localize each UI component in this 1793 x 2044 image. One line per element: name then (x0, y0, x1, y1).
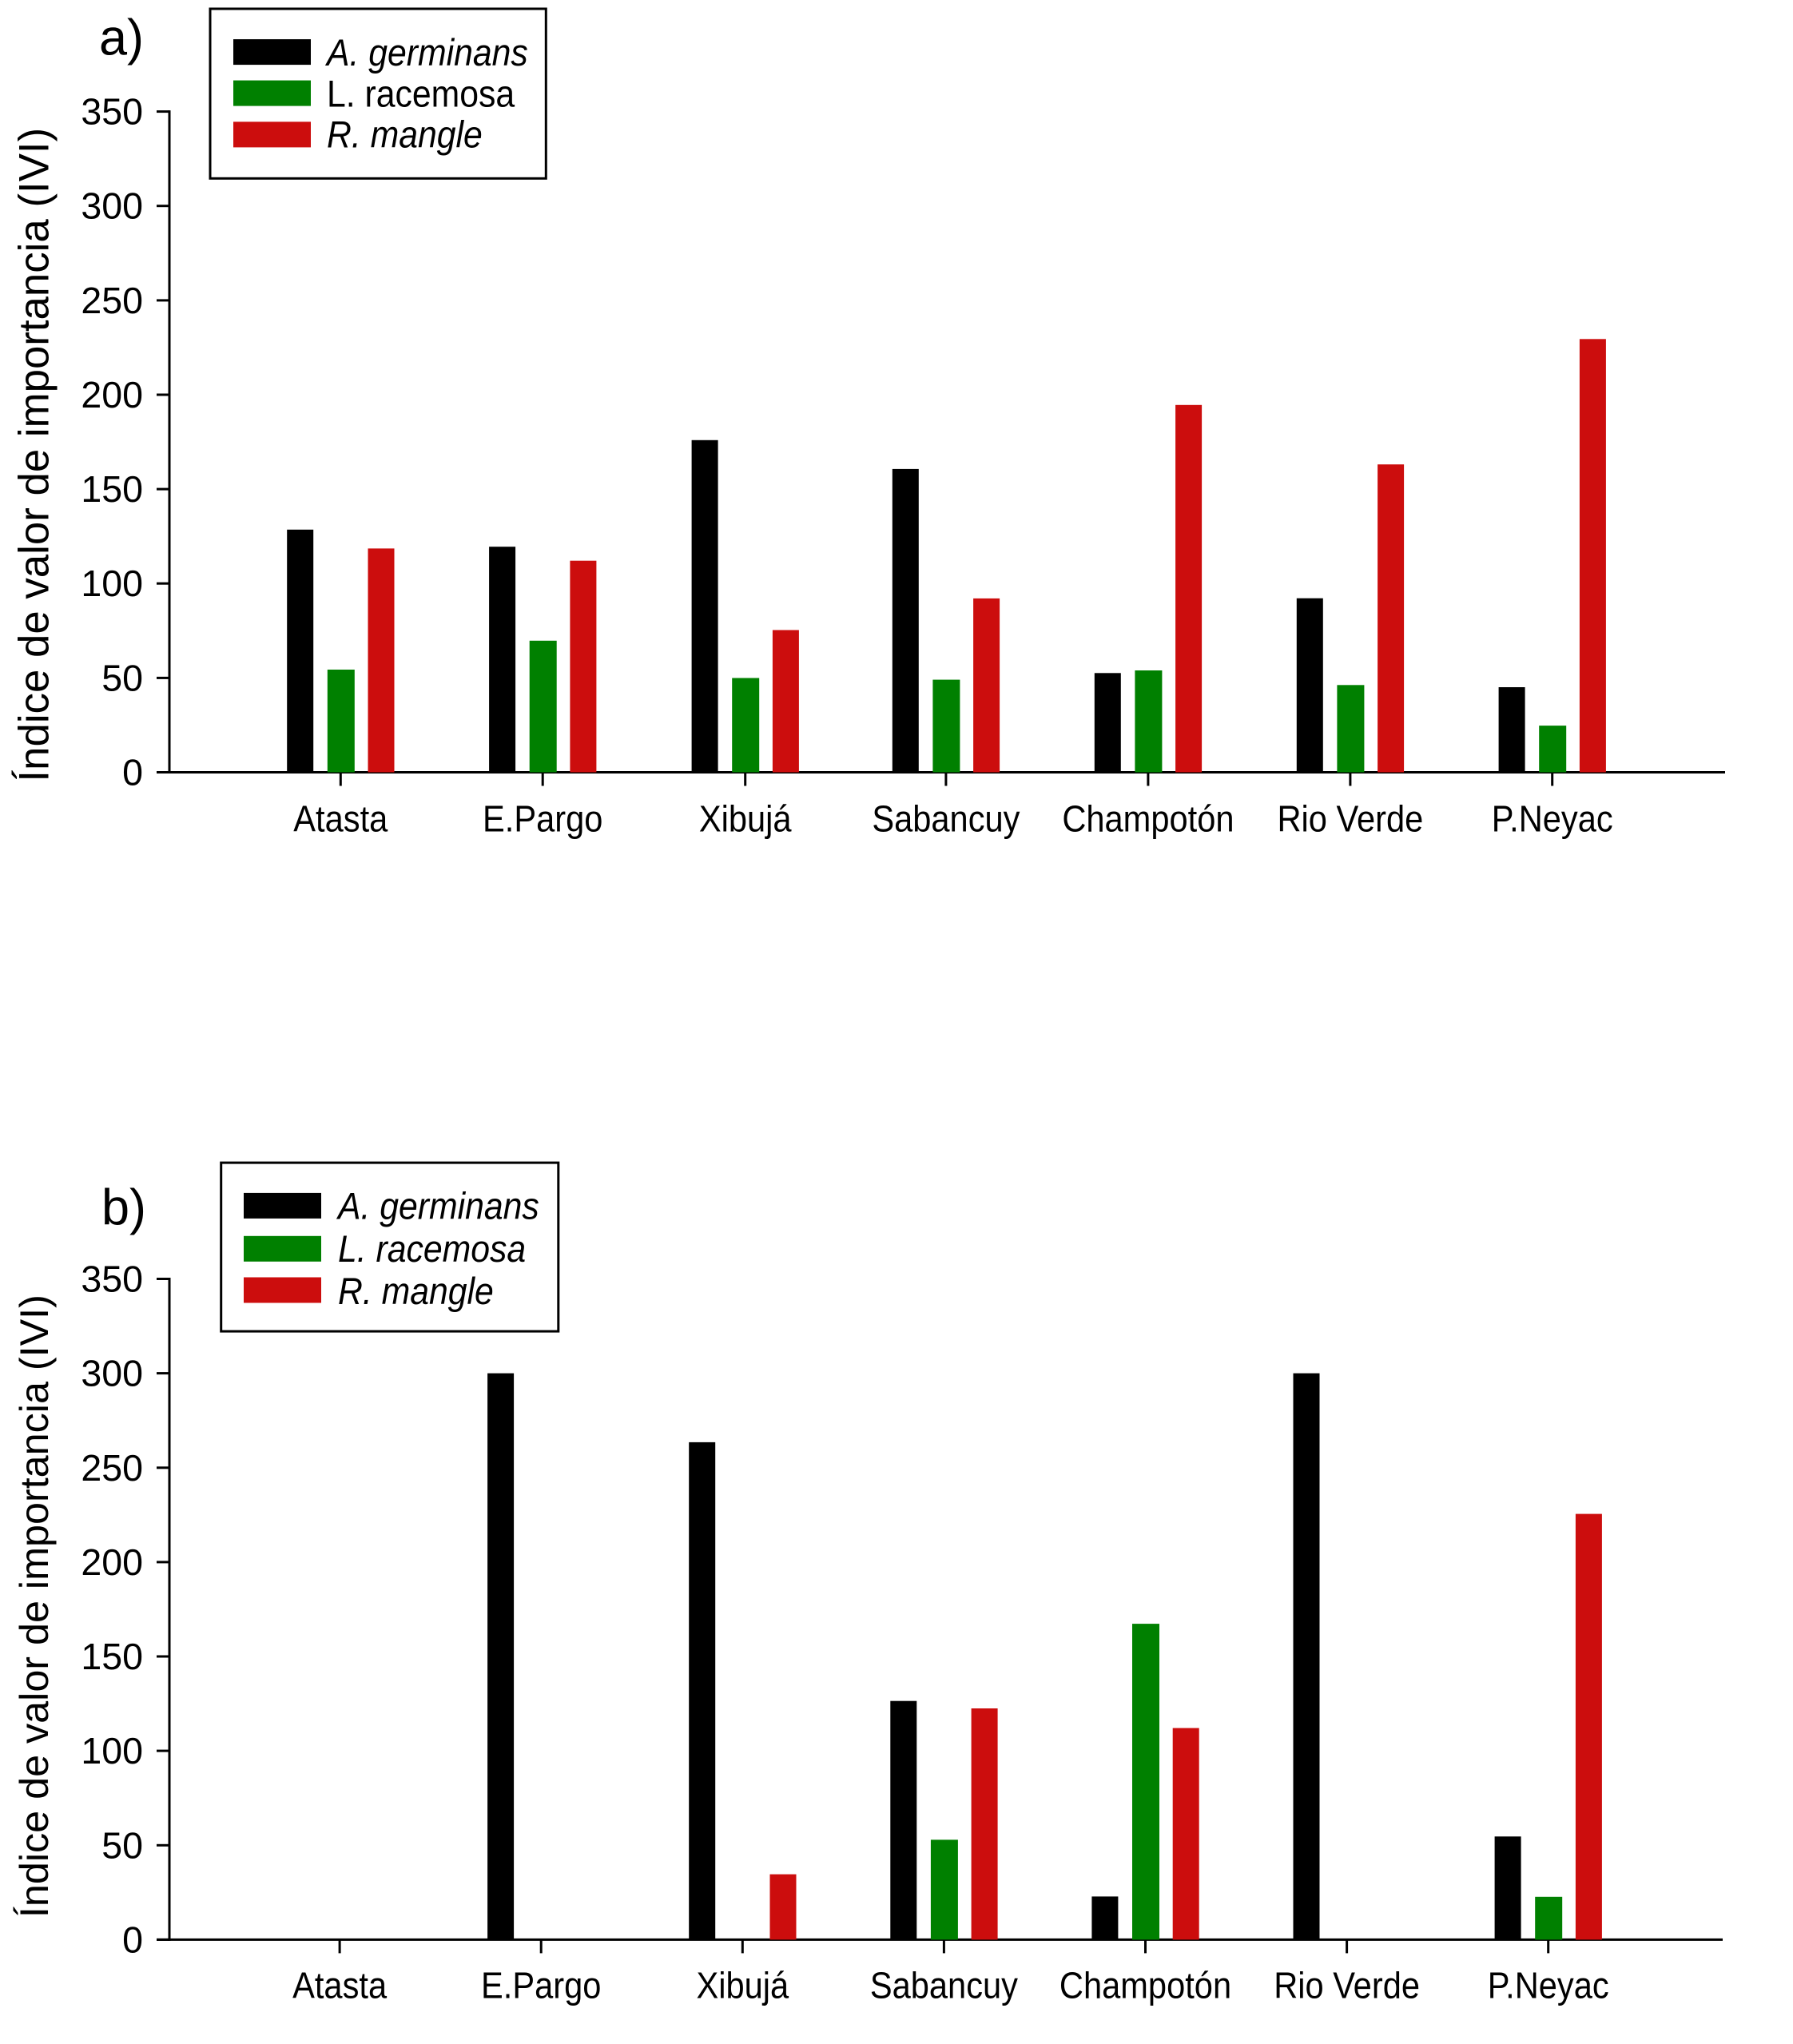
svg-text:300: 300 (81, 185, 143, 227)
svg-text:Rio Verde: Rio Verde (1274, 1966, 1420, 2006)
svg-text:L. racemosa: L. racemosa (338, 1227, 526, 1271)
svg-text:Xibujá: Xibujá (699, 799, 792, 840)
svg-text:350: 350 (81, 1259, 143, 1300)
svg-text:50: 50 (101, 657, 143, 698)
svg-text:Índice de valor de importancia: Índice de valor de importancia (IVI) (10, 128, 58, 782)
svg-text:100: 100 (81, 1730, 143, 1772)
svg-text:100: 100 (81, 563, 143, 604)
svg-text:Atasta: Atasta (292, 1966, 388, 2006)
svg-text:0: 0 (122, 752, 143, 793)
svg-text:Atasta: Atasta (293, 799, 388, 840)
svg-text:Xibujá: Xibujá (696, 1966, 789, 2006)
svg-text:300: 300 (81, 1353, 143, 1394)
svg-text:R. mangle: R. mangle (327, 113, 483, 156)
svg-text:b): b) (101, 1180, 146, 1236)
svg-text:E.Pargo: E.Pargo (483, 799, 602, 840)
svg-text:150: 150 (81, 1636, 143, 1677)
svg-text:E.Pargo: E.Pargo (481, 1966, 601, 2006)
svg-text:Sabancuy: Sabancuy (872, 799, 1020, 840)
svg-text:250: 250 (81, 280, 143, 321)
svg-text:250: 250 (81, 1447, 143, 1489)
svg-text:200: 200 (81, 1541, 143, 1583)
svg-text:200: 200 (81, 374, 143, 416)
svg-text:150: 150 (81, 468, 143, 510)
svg-text:0: 0 (122, 1919, 143, 1960)
svg-text:50: 50 (101, 1824, 143, 1866)
svg-text:Champotón: Champotón (1060, 1966, 1231, 2006)
svg-text:L. racemosa: L. racemosa (327, 73, 515, 116)
svg-text:a): a) (99, 10, 144, 66)
svg-text:A. germinans: A. germinans (324, 31, 528, 74)
svg-text:R. mangle: R. mangle (338, 1270, 494, 1313)
svg-text:P.Neyac: P.Neyac (1492, 799, 1613, 840)
svg-text:Rio Verde: Rio Verde (1278, 799, 1424, 840)
svg-text:P.Neyac: P.Neyac (1488, 1966, 1609, 2006)
svg-text:350: 350 (81, 91, 143, 133)
svg-text:Índice de valor de importancia: Índice de valor de importancia (IVI) (11, 1294, 57, 1918)
svg-text:Champotón: Champotón (1062, 799, 1234, 840)
svg-text:A. germinans: A. germinans (336, 1184, 539, 1227)
svg-text:Sabancuy: Sabancuy (870, 1966, 1018, 2006)
